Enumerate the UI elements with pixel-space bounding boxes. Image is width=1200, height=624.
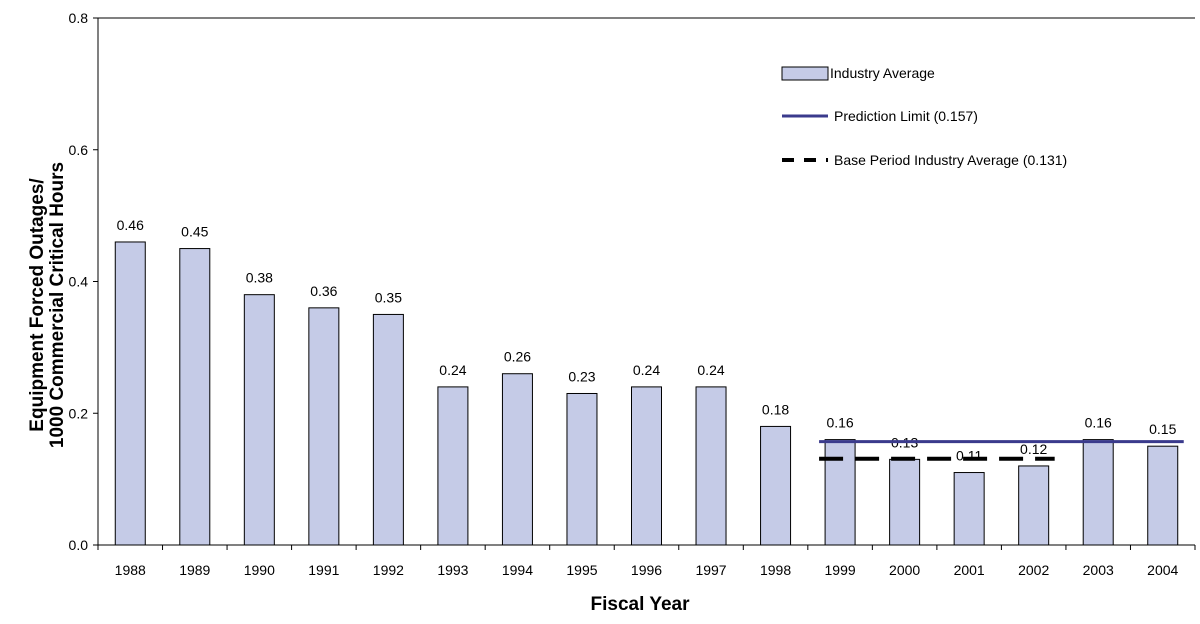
x-tick-label: 1992	[373, 562, 404, 578]
bar-value-label: 0.24	[697, 362, 724, 378]
bar-1998	[760, 425, 792, 546]
legend-swatch-industry-average	[781, 66, 829, 81]
y-axis-title: Equipment Forced Outages/ 1000 Commercia…	[27, 162, 68, 448]
bar-value-label: 0.46	[117, 217, 144, 233]
legend-label-base-period: Base Period Industry Average (0.131)	[834, 152, 1067, 168]
bar-value-label: 0.24	[439, 362, 466, 378]
bar-labels: 0.46 0.45 0.38 0.36 0.35 0.24 0.26 0.23 0.24 0.24…	[117, 217, 1177, 464]
bar-1993	[437, 386, 469, 546]
x-tick-label: 1999	[825, 562, 856, 578]
x-tick-label: 1998	[760, 562, 791, 578]
x-tick-label: 1993	[437, 562, 468, 578]
bar-2004	[1147, 445, 1179, 546]
bar-1992	[372, 313, 404, 546]
x-tick-label: 1990	[244, 562, 275, 578]
x-tick-label: 1996	[631, 562, 662, 578]
y-tick-label: 0.8	[69, 10, 89, 26]
x-tick-label: 2001	[954, 562, 985, 578]
bar-value-label: 0.26	[504, 349, 531, 365]
bar-2002	[1018, 465, 1050, 546]
x-tick-label: 1995	[566, 562, 597, 578]
bars	[114, 241, 1179, 546]
bar-1996	[631, 386, 662, 546]
legend-label-prediction-limit: Prediction Limit (0.157)	[834, 108, 978, 124]
bar-1990	[243, 294, 275, 546]
y-tick-label: 0.0	[69, 537, 89, 553]
y-tick-labels: 0.0 0.2 0.4 0.6 0.8	[69, 10, 89, 553]
y-axis-title-line1: Equipment Forced Outages/	[27, 178, 48, 432]
x-tick-label: 1997	[695, 562, 726, 578]
bar-value-label: 0.16	[1085, 415, 1112, 431]
y-tick-label: 0.4	[69, 274, 89, 290]
y-tick-label: 0.2	[69, 405, 89, 421]
y-axis-title-line2: 1000 Commercial Critical Hours	[47, 162, 68, 448]
x-tick-label: 1989	[179, 562, 210, 578]
bar-value-label: 0.24	[633, 362, 660, 378]
y-tick-label: 0.6	[69, 142, 89, 158]
bar-1988	[114, 241, 146, 546]
bar-value-label: 0.36	[310, 283, 337, 299]
bar-2001	[953, 472, 985, 546]
legend-label-industry-average: Industry Average	[830, 65, 935, 81]
bar-1999	[824, 439, 856, 546]
x-tick-labels: 1988 1989 1990 1991 1992 1993 1994 1995 1996 1997…	[115, 562, 1179, 578]
bar-2000	[889, 458, 921, 546]
x-tick-label: 2003	[1083, 562, 1114, 578]
bar-value-label: 0.35	[375, 289, 402, 305]
x-tick-label: 2000	[889, 562, 920, 578]
bar-value-label: 0.18	[762, 401, 789, 417]
bar-1997	[695, 386, 727, 546]
x-axis-title: Fiscal Year	[591, 594, 691, 615]
bar-value-label: 0.16	[826, 415, 853, 431]
x-tick-label: 2002	[1018, 562, 1049, 578]
bar-1995	[566, 392, 598, 546]
x-tick-label: 2004	[1147, 562, 1178, 578]
x-tick-label: 1994	[502, 562, 533, 578]
x-tick-label: 1988	[115, 562, 146, 578]
bar-value-label: 0.45	[181, 224, 208, 240]
bar-value-label: 0.38	[246, 270, 273, 286]
bar-value-label: 0.23	[568, 368, 595, 384]
bar-value-label: 0.12	[1020, 441, 1047, 457]
legend: Industry Average Prediction Limit (0.157…	[781, 65, 1067, 168]
bar-1991	[308, 307, 340, 546]
bar-1989	[179, 248, 211, 546]
bar-1994	[501, 373, 533, 546]
bar-value-label: 0.11	[956, 448, 982, 464]
bar-2003	[1082, 439, 1114, 546]
bar-value-label: 0.15	[1149, 421, 1176, 437]
reference-lines	[819, 440, 1184, 461]
x-tick-label: 1991	[308, 562, 339, 578]
